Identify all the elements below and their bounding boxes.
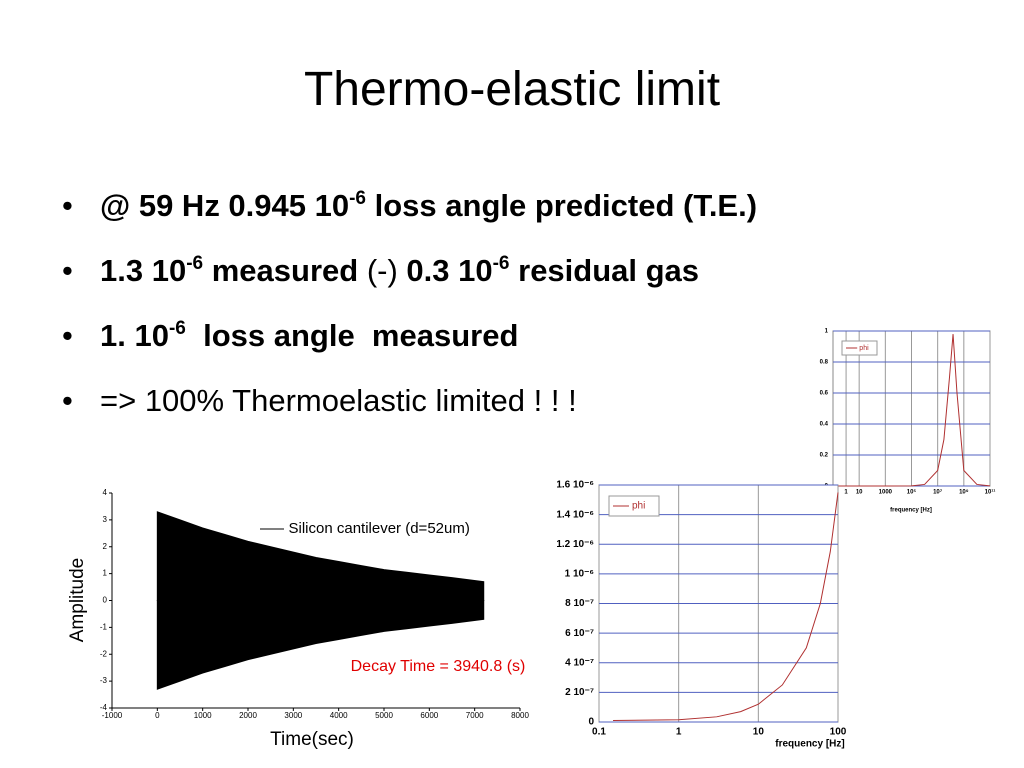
y-tick-label: 6 10⁻⁷ (565, 628, 594, 639)
bullet-text: @ 59 Hz 0.945 10 (100, 188, 350, 223)
bullet-text: loss angle predicted (T.E.) (366, 188, 758, 223)
x-tick-label: -1000 (102, 711, 123, 720)
bullet-text: measured (203, 253, 367, 288)
y-tick-label: 0.4 (820, 422, 829, 428)
x-tick-label: 10⁹ (959, 490, 969, 496)
y-tick-label: 0 (588, 717, 594, 728)
x-tick-label: 5000 (375, 711, 393, 720)
x-tick-label: 10⁷ (933, 490, 943, 496)
series-line (833, 334, 991, 487)
superscript: -6 (492, 253, 510, 274)
x-tick-label: 10⁵ (907, 490, 917, 496)
legend-label: phi (632, 501, 645, 512)
y-tick-label: 1 (103, 569, 108, 578)
x-tick-label: 10 (856, 490, 863, 496)
y-tick-label: -3 (100, 676, 108, 685)
y-tick-label: 1.4 10⁻⁶ (556, 509, 594, 520)
bullet: 1.3 10-6 measured (-) 0.3 10-6 residual … (62, 253, 757, 318)
annotation: Decay Time = 3940.8 (s) (351, 658, 526, 675)
bullet-list: @ 59 Hz 0.945 10-6 loss angle predicted … (62, 188, 757, 448)
series-line (613, 492, 839, 722)
y-tick-label: 0.2 (820, 453, 829, 459)
x-tick-label: 2000 (239, 711, 257, 720)
y-tick-label: 8 10⁻⁷ (565, 598, 594, 609)
superscript: -6 (186, 253, 204, 274)
bullet: 1. 10-6 loss angle measured (62, 318, 757, 383)
x-tick-label: 100 (830, 727, 847, 738)
legend-label: Silicon cantilever (d=52um) (289, 520, 470, 537)
y-tick-label: 1 (825, 329, 829, 335)
y-tick-label: 1 10⁻⁶ (565, 569, 594, 580)
y-tick-label: -2 (100, 649, 108, 658)
x-tick-label: 0 (155, 711, 160, 720)
bullet-text: 1.3 10 (100, 253, 187, 288)
x-tick-label: 1000 (194, 711, 212, 720)
x-axis-label: frequency [Hz] (775, 739, 844, 750)
y-tick-label: 0.8 (820, 360, 829, 366)
superscript: -6 (168, 318, 186, 339)
x-tick-label: 7000 (466, 711, 484, 720)
y-tick-label: 4 10⁻⁷ (565, 657, 594, 668)
y-tick-label: 2 10⁻⁷ (565, 687, 594, 698)
x-tick-label: 1 (676, 727, 682, 738)
bullet: => 100% Thermoelastic limited ! ! ! (62, 383, 757, 448)
bullet: @ 59 Hz 0.945 10-6 loss angle predicted … (62, 188, 757, 253)
y-tick-label: 2 (103, 542, 108, 551)
superscript: -6 (349, 188, 367, 209)
legend-box (841, 340, 878, 356)
bullet-text: => 100% Thermoelastic limited ! ! ! (100, 383, 577, 418)
y-tick-label: 0 (103, 596, 108, 605)
y-tick-label: 4 (103, 488, 108, 497)
x-tick-label: 4000 (330, 711, 348, 720)
x-axis-label: Time(sec) (270, 729, 354, 750)
bullet-text: 0.3 10 (406, 253, 493, 288)
x-tick-label: 3000 (284, 711, 302, 720)
bullet-text: 1. 10 (100, 318, 169, 353)
x-tick-label: 1 (844, 490, 848, 496)
y-tick-label: -1 (100, 622, 108, 631)
legend-box (608, 495, 660, 517)
legend-label: phi (859, 345, 869, 352)
x-tick-label: 8000 (511, 711, 529, 720)
x-tick-label: 10 (753, 727, 765, 738)
y-tick-label: 1.2 10⁻⁶ (556, 539, 594, 550)
x-tick-label: 6000 (420, 711, 438, 720)
x-tick-label: 1000 (879, 490, 893, 496)
y-axis-label: Amplitude (67, 558, 88, 643)
y-tick-label: -4 (100, 703, 108, 712)
y-tick-label: 3 (103, 515, 108, 524)
x-axis-label: frequency [Hz] (890, 508, 932, 514)
slide-title: Thermo-elastic limit (303, 63, 721, 116)
bullet-text: (-) (366, 253, 407, 288)
envelope-area (156, 600, 485, 690)
bullet-text: loss angle measured (185, 318, 519, 353)
x-tick-label: 0.1 (592, 727, 606, 738)
bullet-text: residual gas (509, 253, 700, 288)
x-tick-label: 10¹¹ (985, 489, 996, 496)
envelope-area (156, 511, 485, 601)
y-tick-label: 0.6 (820, 391, 829, 397)
y-tick-label: 1.6 10⁻⁶ (556, 480, 594, 491)
